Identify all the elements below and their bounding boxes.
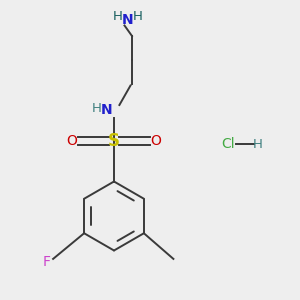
Text: H: H (253, 137, 263, 151)
Text: H: H (133, 10, 142, 23)
Text: O: O (67, 134, 77, 148)
Text: F: F (43, 256, 50, 269)
Text: Cl: Cl (221, 137, 235, 151)
Text: O: O (151, 134, 161, 148)
Text: N: N (122, 13, 133, 26)
Text: H: H (113, 10, 122, 23)
Text: N: N (101, 103, 112, 117)
Text: H: H (92, 101, 101, 115)
Text: S: S (108, 132, 120, 150)
